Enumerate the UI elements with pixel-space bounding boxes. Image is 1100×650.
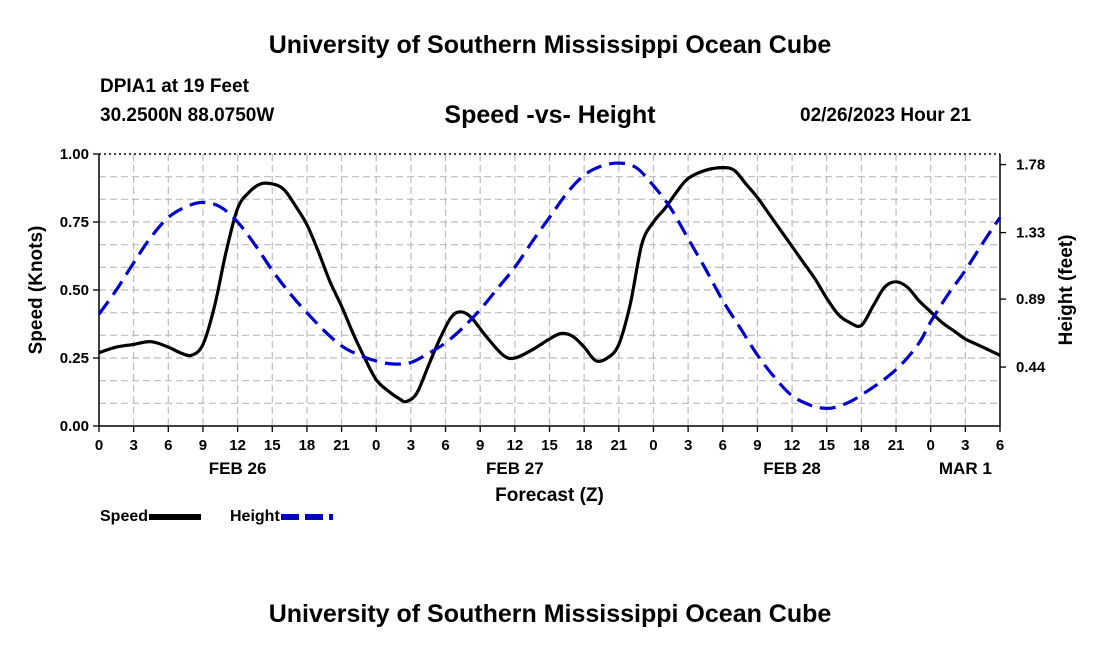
series-line-speed (98, 166, 1001, 404)
y-tick-label: 0.75 (60, 214, 89, 231)
x-tick-label: 18 (853, 437, 870, 454)
y2-axis-title: Height (feet) (1056, 235, 1077, 346)
y2-tick-label: 1.33 (1016, 225, 1045, 242)
date-label: FEB 28 (763, 459, 821, 478)
legend-speed: Speed (100, 508, 202, 526)
x-tick-label: 21 (610, 437, 627, 454)
x-tick-label: 3 (407, 437, 415, 454)
x-tick-label: 3 (129, 437, 137, 454)
x-tick-label: 15 (264, 437, 281, 454)
y2-tick-label: 0.89 (1016, 291, 1045, 308)
x-tick-label: 15 (541, 437, 558, 454)
series-line-height (97, 161, 1002, 411)
legend-speed-label: Speed (100, 508, 149, 525)
y-tick-label: 0.50 (60, 282, 89, 299)
x-axis-title: Forecast (Z) (495, 485, 604, 506)
x-tick-label: 21 (888, 437, 905, 454)
forecast-datetime: 02/26/2023 Hour 21 (800, 105, 972, 126)
x-tick-label: 12 (784, 437, 801, 454)
x-tick-label: 0 (372, 437, 380, 454)
x-tick-label: 9 (199, 437, 207, 454)
x-tick-label: 6 (996, 437, 1004, 454)
x-tick-label: 0 (927, 437, 935, 454)
x-tick-label: 6 (441, 437, 449, 454)
x-tick-label: 15 (818, 437, 835, 454)
date-label: FEB 27 (486, 459, 544, 478)
legend-speed-swatch (149, 514, 202, 520)
x-tick-label: 9 (753, 437, 761, 454)
x-tick-label: 6 (164, 437, 172, 454)
x-tick-label: 3 (684, 437, 692, 454)
x-tick-label: 0 (95, 437, 103, 454)
y-tick-label: 1.00 (60, 146, 89, 163)
y-tick-label: 0.00 (60, 418, 89, 435)
date-label: MAR 1 (939, 459, 992, 478)
station-label: DPIA1 at 19 Feet (100, 76, 249, 97)
x-tick-label: 0 (649, 437, 657, 454)
legend-height: Height (230, 508, 333, 526)
y2-tick-label: 1.78 (1016, 157, 1045, 174)
legend-height-label: Height (230, 508, 280, 525)
series-group (97, 161, 1002, 411)
x-tick-label: 18 (576, 437, 593, 454)
y2-tick-label: 0.44 (1016, 359, 1046, 376)
chart-subtitle: Speed -vs- Height (444, 101, 656, 129)
page-title: University of Southern Mississippi Ocean… (268, 31, 832, 59)
x-tick-label: 6 (719, 437, 727, 454)
x-tick-label: 12 (507, 437, 524, 454)
x-tick-label: 3 (961, 437, 969, 454)
x-tick-label: 12 (229, 437, 246, 454)
y-axis-title: Speed (Knots) (26, 226, 47, 355)
x-tick-label: 21 (333, 437, 350, 454)
x-tick-label: 18 (299, 437, 316, 454)
x-tick-label: 9 (476, 437, 484, 454)
date-label: FEB 26 (209, 459, 267, 478)
y-tick-label: 0.25 (60, 350, 89, 367)
coordinates-label: 30.2500N 88.0750W (100, 105, 275, 126)
page-footer-title: University of Southern Mississippi Ocean… (268, 600, 832, 628)
legend-height-swatch (280, 514, 333, 520)
